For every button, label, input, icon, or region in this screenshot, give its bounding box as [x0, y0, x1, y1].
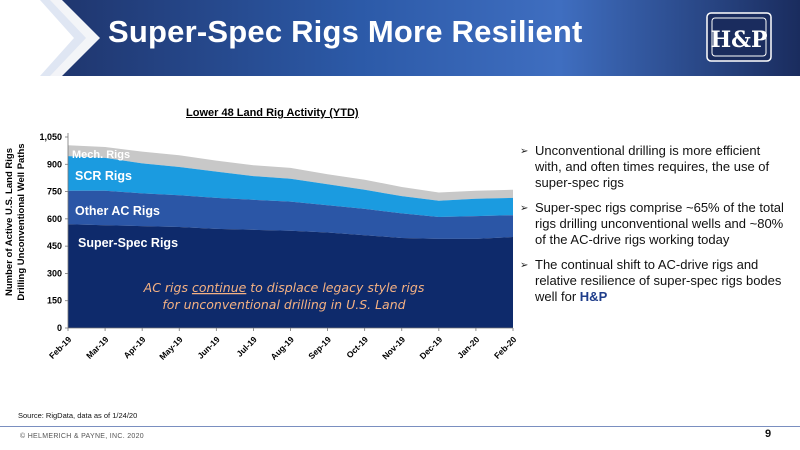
source-note: Source: RigData, data as of 1/24/20	[18, 411, 138, 420]
x-tick-label: Apr-19	[121, 334, 147, 360]
logo-text: H&P	[710, 27, 767, 53]
x-tick-label: Feb-20	[492, 334, 519, 361]
annotation-emphasis: continue	[192, 280, 247, 295]
header-chevron-shape	[0, 0, 100, 76]
series-label: Mech. Rigs	[72, 149, 130, 161]
hp-logo-icon: H&P	[706, 12, 772, 62]
copyright-text: © HELMERICH & PAYNE, INC. 2020	[20, 433, 144, 440]
footer-divider	[0, 426, 800, 427]
x-tick-label: Mar-19	[84, 334, 111, 361]
x-tick-label: Jun-19	[195, 334, 222, 361]
y-tick-label: 450	[47, 241, 62, 251]
bullet-item: ➢ Unconventional drilling is more effici…	[520, 143, 790, 191]
page-title: Super-Spec Rigs More Resilient	[108, 14, 583, 49]
y-tick-label: 0	[57, 323, 62, 333]
x-tick-label: Aug-19	[268, 334, 296, 362]
bullet-text: The continual shift to AC-drive rigs and…	[535, 257, 782, 304]
x-tick-label: May-19	[157, 334, 185, 362]
arrow-bullet-icon: ➢	[520, 146, 529, 157]
chart-annotation-line-1: AC rigs continue to displace legacy styl…	[143, 280, 425, 295]
series-area-other-ac-rigs	[68, 190, 513, 239]
x-tick-label: Dec-19	[417, 334, 444, 361]
y-tick-label: 900	[47, 159, 62, 169]
y-tick-label: 300	[47, 268, 62, 278]
y-tick-label: 600	[47, 214, 62, 224]
y-tick-label: 750	[47, 187, 62, 197]
page-number: 9	[765, 428, 772, 440]
x-tick-label: Jul-19	[234, 334, 259, 359]
series-label: Super-Spec Rigs	[78, 236, 178, 250]
bullet-text: Super-spec rigs comprise ~65% of the tot…	[535, 200, 784, 247]
header-banner: Super-Spec Rigs More Resilient H&P	[0, 0, 800, 76]
x-tick-label: Feb-19	[47, 334, 74, 361]
series-area-mech-rigs	[68, 145, 513, 201]
x-tick-label: Nov-19	[380, 334, 407, 361]
y-tick-label: 150	[47, 296, 62, 306]
bullet-list: ➢ Unconventional drilling is more effici…	[520, 143, 790, 314]
bullet-text: Unconventional drilling is more efficien…	[535, 143, 770, 190]
x-tick-label: Jan-20	[455, 334, 481, 360]
y-tick-label: 1,050	[39, 132, 62, 142]
chart-annotation-line-2: for unconventional drilling in U.S. Land	[162, 297, 405, 312]
bullet-item: ➢ The continual shift to AC-drive rigs a…	[520, 257, 790, 305]
series-label: Other AC Rigs	[75, 204, 160, 218]
x-tick-label: Sep-19	[306, 334, 333, 361]
bullet-item: ➢ Super-spec rigs comprise ~65% of the t…	[520, 200, 790, 248]
series-area-scr-rigs	[68, 156, 513, 217]
arrow-bullet-icon: ➢	[520, 203, 529, 214]
arrow-bullet-icon: ➢	[520, 260, 529, 271]
chart-title: Lower 48 Land Rig Activity (YTD)	[186, 107, 359, 119]
series-area-super-spec-rigs	[68, 224, 513, 328]
series-label: SCR Rigs	[75, 169, 132, 183]
x-tick-label: Oct-19	[344, 334, 370, 360]
bullet-highlight: H&P	[579, 289, 608, 304]
